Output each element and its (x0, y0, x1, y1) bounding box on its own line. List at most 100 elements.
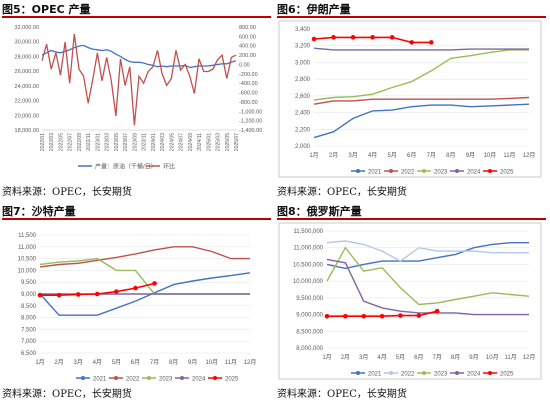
x-tick-label: 10月 (484, 152, 497, 159)
y-tick-label: 10,500,000 (293, 262, 324, 268)
legend-label: 2023 (434, 170, 448, 176)
x-tick-label: 10月 (486, 354, 499, 361)
y-tick-label: 11,500 (18, 233, 37, 239)
y-tick-label: 7,500 (21, 327, 37, 333)
x-tick-label: 2022/01 (40, 133, 46, 151)
y-tick-label: 8,000 (21, 316, 37, 322)
legend-marker (455, 169, 459, 173)
x-tick-label: 7月 (150, 359, 159, 366)
series-line (39, 246, 250, 268)
data-point (389, 35, 395, 40)
series-line (41, 44, 237, 69)
x-tick-label: 2月 (341, 354, 350, 361)
data-point (75, 292, 81, 297)
data-point (361, 313, 367, 319)
data-point (324, 313, 330, 319)
title-rule (277, 218, 546, 220)
series-line (41, 33, 237, 126)
x-tick-label: 12月 (244, 359, 257, 366)
panel-opec: 图5：OPEC 产量 18,000.00 20,000.00 22,000.00 24… (0, 0, 275, 201)
x-tick-label: 2024/01 (151, 133, 157, 151)
x-tick-label: 2022/11 (86, 133, 92, 151)
y-right-tick-label: -200.00 (239, 72, 258, 78)
legend-marker (213, 376, 217, 380)
x-tick-label: 1月 (322, 354, 331, 361)
x-tick-label: 2025/01 (206, 133, 212, 151)
legend-label: 2022 (401, 170, 415, 176)
legend-marker (147, 376, 151, 380)
legend-marker (356, 169, 360, 173)
y-left-tick-label: 18,000.00 (15, 128, 39, 134)
y-tick-label: 11,000,000 (293, 246, 323, 252)
data-point (311, 36, 317, 42)
legend-marker (422, 169, 426, 173)
data-point (350, 35, 356, 40)
data-point (434, 308, 440, 314)
legend-label: 2024 (192, 377, 206, 382)
legend-marker (389, 371, 393, 375)
data-point (428, 40, 434, 45)
legend-marker (488, 169, 492, 173)
panel-title: 图7：沙特产量 (2, 205, 76, 218)
y-tick-label: 9,500,000 (296, 296, 323, 302)
x-tick-label: 2024/03 (160, 133, 166, 151)
opec-production-chart: 18,000.00 20,000.00 22,000.00 24,000.00 26,0… (0, 19, 270, 179)
legend-marker (114, 376, 118, 380)
series-line (39, 272, 251, 316)
y-right-tick-label: 800.00 (239, 25, 256, 31)
x-tick-label: 5月 (112, 359, 121, 366)
y-left-tick-label: 22,000.00 (15, 99, 39, 105)
x-tick-label: 2022/03 (49, 133, 55, 151)
data-point (331, 35, 336, 40)
russia-production-chart: 8,000,000 8,500,000 9,000,000 9,500,000 10,0… (278, 222, 542, 380)
y-left-tick-label: 26,000.00 (15, 69, 39, 75)
y-tick-label: 9,000,000 (296, 313, 323, 319)
x-tick-label: 3月 (348, 152, 357, 159)
data-point (416, 313, 422, 318)
data-point (398, 313, 403, 318)
x-tick-label: 2023/01 (95, 133, 101, 151)
x-tick-label: 10月 (205, 359, 218, 366)
panel-title: 图5：OPEC 产量 (2, 3, 91, 16)
source-note: 资料来源：OPEC，长安期货 (277, 187, 407, 198)
x-tick-label: 2月 (329, 152, 338, 159)
y-right-tick-label: 600.00 (239, 34, 256, 40)
x-tick-label: 3月 (359, 354, 368, 361)
data-point (37, 292, 43, 298)
legend-label: 2021 (368, 170, 382, 176)
legend-label: 2025 (500, 372, 514, 378)
x-tick-label: 8月 (169, 359, 178, 366)
x-tick-label: 8月 (451, 354, 460, 361)
chart-frame (278, 222, 542, 380)
x-tick-label: 2023/03 (105, 133, 111, 151)
legend-label: 2024 (467, 372, 481, 378)
panel-title: 图8：俄罗斯产量 (277, 205, 362, 218)
source-note: 资料来源：OPEC，长安期货 (2, 389, 132, 400)
source-note: 资料来源：OPEC，长安期货 (2, 187, 132, 198)
y-tick-label: 8,500,000 (296, 329, 323, 335)
y-tick-label: 10,000,000 (293, 279, 324, 285)
source-note: 资料来源：OPEC，长安期货 (277, 389, 407, 400)
y-tick-label: 10,000 (18, 268, 37, 274)
series-line (313, 103, 530, 139)
iran-production-chart: 2,000 2,200 2,400 2,600 2,800 3,000 3,200 3,400… (278, 20, 542, 178)
y-tick-label: 11,000 (18, 245, 37, 251)
y-tick-label: 2,400 (295, 111, 311, 117)
y-right-tick-label: -800.00 (239, 100, 258, 106)
series-line (313, 49, 529, 101)
y-tick-label: 9,000 (21, 292, 37, 298)
x-tick-label: 2022/09 (77, 133, 83, 151)
panel-title: 图6：伊朗产量 (277, 3, 351, 16)
data-point (56, 292, 62, 298)
y-tick-label: 2,000 (295, 144, 311, 150)
legend-marker (356, 371, 360, 375)
y-tick-label: 10,500 (18, 257, 37, 263)
x-tick-label: 2025/05 (225, 133, 231, 151)
saudi-production-chart: 6,500 7,000 7,500 8,000 8,500 9,000 9,500 10,00… (18, 233, 257, 382)
x-tick-label: 11月 (503, 152, 515, 159)
x-tick-label: 9月 (469, 354, 478, 361)
y-right-tick-label: 200.00 (239, 53, 256, 59)
title-rule (277, 16, 546, 18)
legend-marker (81, 376, 85, 380)
x-tick-label: 7月 (427, 152, 436, 159)
